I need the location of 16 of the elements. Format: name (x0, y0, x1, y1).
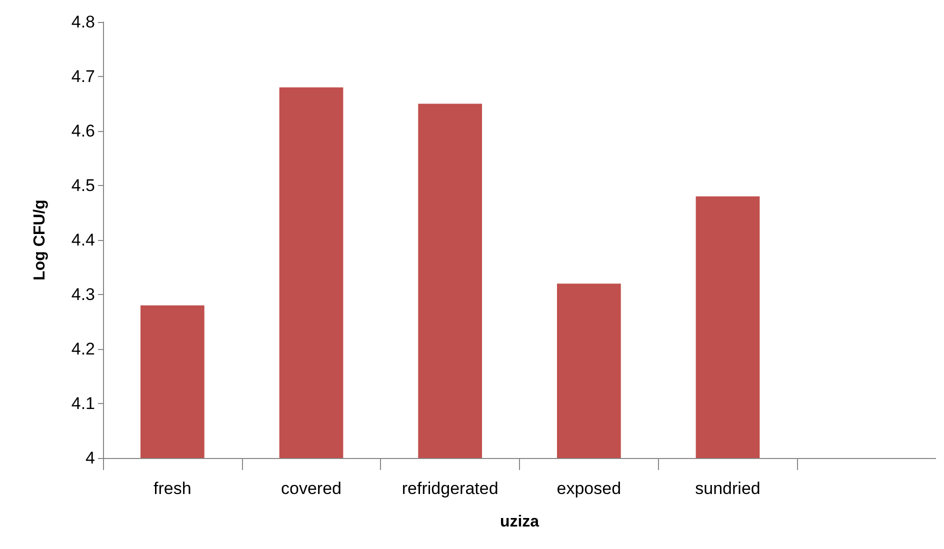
y-tick-label: 4.4 (71, 230, 95, 250)
y-tick-label: 4.5 (71, 176, 95, 195)
y-tick-label: 4.6 (71, 122, 95, 140)
y-tick-label: 4.8 (71, 12, 95, 32)
x-axis-title: uziza (500, 514, 540, 530)
x-tick-label: sundried (695, 479, 760, 498)
y-tick-label: 4 (86, 448, 95, 468)
x-tick-label: refridgerated (402, 479, 498, 498)
x-tick-label: covered (281, 479, 342, 498)
y-axis-title: Log CFU/g (32, 200, 48, 280)
y-tick-label: 4.2 (71, 340, 95, 358)
x-tick-label: fresh (154, 479, 192, 498)
y-tick-label: 4.3 (71, 285, 95, 304)
y-tick-label: 4.1 (71, 394, 95, 413)
y-tick-label: 4.7 (71, 67, 95, 86)
x-tick-label: exposed (556, 479, 622, 498)
